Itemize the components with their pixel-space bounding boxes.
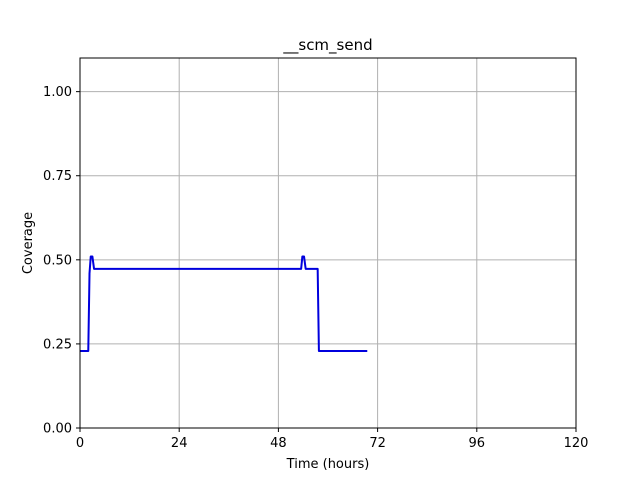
x-axis-label: Time (hours) bbox=[286, 457, 370, 472]
x-tick-label: 0 bbox=[76, 436, 84, 451]
x-tick-label: 72 bbox=[369, 436, 386, 451]
y-tick-label: 1.00 bbox=[43, 85, 72, 100]
chart-title: __scm_send bbox=[282, 36, 372, 55]
y-tick-label: 0.25 bbox=[43, 337, 72, 352]
axis-ticks: 0 24 48 72 96 120 0.00 0.25 0.50 0.75 1.00 bbox=[43, 85, 588, 451]
x-tick-label: 24 bbox=[171, 436, 188, 451]
plot-frame bbox=[79, 57, 577, 429]
x-tick-label: 120 bbox=[564, 436, 589, 451]
y-tick-label: 0.75 bbox=[43, 169, 72, 184]
x-tick-label: 48 bbox=[270, 436, 287, 451]
y-axis-label: Coverage bbox=[21, 212, 36, 274]
grid-lines bbox=[79, 58, 577, 429]
series-layer bbox=[80, 255, 368, 352]
x-tick-label: 96 bbox=[469, 436, 486, 451]
series-line-0 bbox=[80, 255, 368, 352]
y-tick-label: 0.50 bbox=[43, 253, 72, 268]
y-tick-label: 0.00 bbox=[43, 422, 72, 437]
